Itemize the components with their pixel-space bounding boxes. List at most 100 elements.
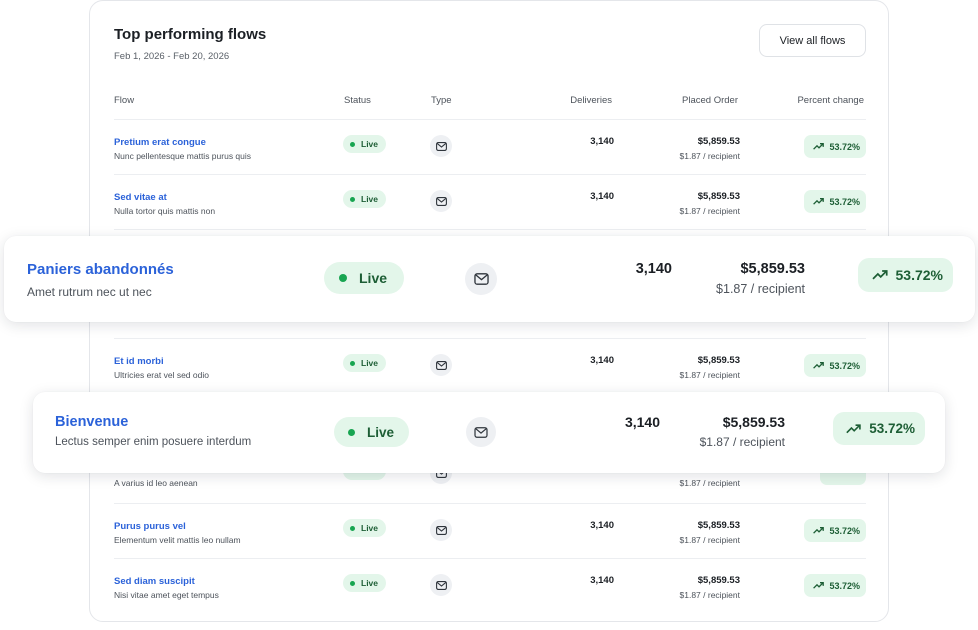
trend-up-icon bbox=[846, 423, 861, 433]
per-recipient-value: $1.87 / recipient bbox=[679, 151, 740, 161]
placed-order-amount: $5,859.53 bbox=[740, 261, 805, 277]
table-row[interactable]: Sed vitae at Nulla tortor quis mattis no… bbox=[90, 175, 890, 230]
deliveries-value: 3,140 bbox=[635, 261, 672, 277]
status-badge: Live bbox=[343, 519, 387, 537]
status-badge: Live bbox=[343, 190, 387, 208]
flow-name-link[interactable]: Et id morbi bbox=[114, 356, 164, 367]
flow-name-link[interactable]: Bienvenue bbox=[55, 414, 129, 430]
per-recipient-value: $1.87 / recipient bbox=[679, 478, 740, 488]
divider bbox=[114, 338, 866, 339]
live-dot-icon bbox=[350, 525, 355, 531]
trend-up-icon bbox=[813, 198, 825, 205]
trend-up-icon bbox=[813, 362, 825, 369]
flow-description: Ultricies erat vel sed odio bbox=[114, 370, 209, 380]
status-label: Live bbox=[359, 270, 388, 286]
flow-description: Amet rutrum nec ut nec bbox=[27, 285, 152, 299]
trend-up-icon bbox=[871, 270, 888, 280]
placed-order-amount: $5,859.53 bbox=[697, 520, 740, 531]
email-icon bbox=[430, 519, 452, 541]
table-row[interactable]: Et id morbi Ultricies erat vel sed odio … bbox=[90, 339, 890, 394]
per-recipient-value: $1.87 / recipient bbox=[699, 435, 785, 449]
deliveries-value: 3,140 bbox=[590, 575, 614, 586]
status-badge: Live bbox=[343, 135, 387, 153]
status-label: Live bbox=[361, 523, 379, 533]
flow-name-link[interactable]: Paniers abandonnés bbox=[27, 261, 174, 278]
column-header-deliveries[interactable]: Deliveries bbox=[570, 95, 612, 106]
percent-change-value: 53.72% bbox=[869, 421, 915, 436]
live-dot-icon bbox=[350, 580, 355, 586]
column-header-flow[interactable]: Flow bbox=[114, 95, 135, 106]
status-label: Live bbox=[361, 358, 379, 368]
per-recipient-value: $1.87 / recipient bbox=[679, 535, 740, 545]
placed-order-amount: $5,859.53 bbox=[697, 355, 740, 366]
percent-change-value: 53.72% bbox=[829, 141, 860, 152]
per-recipient-value: $1.87 / recipient bbox=[679, 206, 740, 216]
highlighted-flow-row[interactable]: Bienvenue Lectus semper enim posuere int… bbox=[33, 392, 945, 473]
date-range: Feb 1, 2026 - Feb 20, 2026 bbox=[114, 51, 230, 62]
live-dot-icon bbox=[350, 141, 355, 147]
flow-name-link[interactable]: Sed vitae at bbox=[114, 192, 167, 203]
status-label: Live bbox=[367, 424, 395, 440]
column-header-percent-change[interactable]: Percent change bbox=[797, 95, 864, 106]
percent-change-value: 53.72% bbox=[895, 267, 943, 283]
trend-up-icon bbox=[813, 527, 825, 534]
table-row[interactable]: Sed diam suscipit Nisi vitae amet eget t… bbox=[90, 559, 890, 614]
flow-description: A varius id leo aenean bbox=[114, 478, 198, 488]
status-label: Live bbox=[361, 194, 379, 204]
flow-name-link[interactable]: Purus purus vel bbox=[114, 521, 186, 532]
email-icon bbox=[430, 354, 452, 376]
column-header-placed-order[interactable]: Placed Order bbox=[682, 95, 738, 106]
email-icon bbox=[430, 574, 452, 596]
deliveries-value: 3,140 bbox=[624, 414, 660, 430]
email-icon bbox=[430, 190, 452, 212]
live-dot-icon bbox=[350, 196, 355, 202]
status-label: Live bbox=[361, 139, 379, 149]
flow-description: Elementum velit mattis leo nullam bbox=[114, 535, 241, 545]
live-dot-icon bbox=[350, 360, 355, 366]
deliveries-value: 3,140 bbox=[590, 191, 614, 202]
email-icon bbox=[466, 417, 496, 447]
trend-up-icon bbox=[813, 582, 825, 589]
table-row[interactable]: Purus purus vel Elementum velit mattis l… bbox=[90, 504, 890, 559]
percent-change-badge: 53.72% bbox=[833, 412, 925, 445]
flow-description: Lectus semper enim posuere interdum bbox=[55, 436, 252, 448]
trend-up-icon bbox=[813, 143, 825, 150]
divider bbox=[114, 174, 866, 175]
placed-order-amount: $5,859.53 bbox=[697, 191, 740, 202]
view-all-flows-button[interactable]: View all flows bbox=[759, 24, 866, 57]
deliveries-value: 3,140 bbox=[590, 136, 614, 147]
column-header-type[interactable]: Type bbox=[431, 95, 452, 106]
percent-change-value: 53.72% bbox=[829, 360, 860, 371]
highlighted-flow-row[interactable]: Paniers abandonnés Amet rutrum nec ut ne… bbox=[4, 236, 975, 322]
flow-description: Nunc pellentesque mattis purus quis bbox=[114, 151, 252, 161]
percent-change-value: 53.72% bbox=[829, 196, 860, 207]
email-icon bbox=[465, 263, 497, 295]
deliveries-value: 3,140 bbox=[590, 520, 614, 531]
divider bbox=[114, 503, 866, 504]
percent-change-value: 53.72% bbox=[829, 580, 860, 591]
card-title: Top performing flows bbox=[114, 26, 267, 43]
flow-description: Nisi vitae amet eget tempus bbox=[114, 590, 219, 600]
percent-change-value: 53.72% bbox=[829, 525, 860, 536]
placed-order-amount: $5,859.53 bbox=[697, 575, 740, 586]
percent-change-badge: 53.72% bbox=[804, 190, 866, 213]
percent-change-badge: 53.72% bbox=[804, 574, 866, 597]
flow-name-link[interactable]: Pretium erat congue bbox=[114, 137, 206, 148]
table-row[interactable]: Pretium erat congue Nunc pellentesque ma… bbox=[90, 120, 890, 175]
per-recipient-value: $1.87 / recipient bbox=[679, 590, 740, 600]
per-recipient-value: $1.87 / recipient bbox=[716, 282, 805, 296]
percent-change-badge: 53.72% bbox=[804, 135, 866, 158]
placed-order-amount: $5,859.53 bbox=[697, 136, 740, 147]
column-header-status[interactable]: Status bbox=[344, 95, 371, 106]
deliveries-value: 3,140 bbox=[590, 355, 614, 366]
divider bbox=[114, 229, 866, 230]
status-badge: Live bbox=[343, 354, 387, 372]
placed-order-amount: $5,859.53 bbox=[722, 414, 785, 430]
per-recipient-value: $1.87 / recipient bbox=[679, 370, 740, 380]
flow-name-link[interactable]: Sed diam suscipit bbox=[114, 576, 195, 587]
percent-change-badge: 53.72% bbox=[857, 258, 953, 292]
percent-change-badge: 53.72% bbox=[804, 519, 866, 542]
percent-change-badge: 53.72% bbox=[804, 354, 866, 377]
divider bbox=[114, 558, 866, 559]
live-dot-icon bbox=[348, 428, 355, 436]
